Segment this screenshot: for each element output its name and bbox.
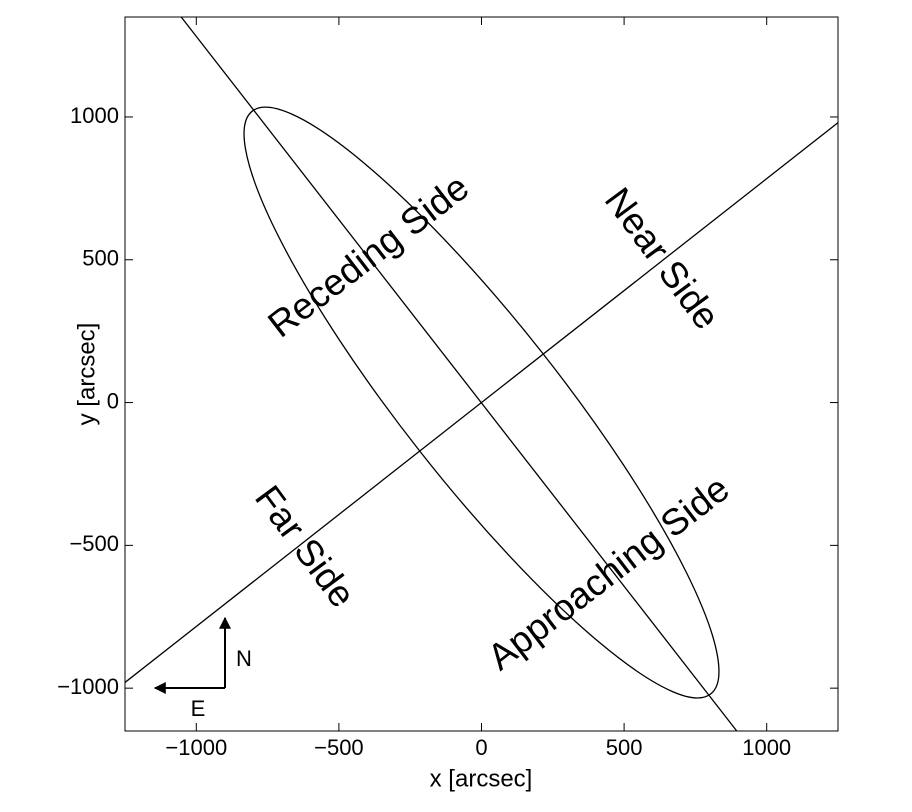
x-tick-label: 500 [606, 735, 643, 760]
annotation: Far Side [247, 478, 363, 615]
y-tick-label: 500 [82, 246, 119, 271]
plot-frame [124, 16, 839, 732]
disk-ellipse [243, 106, 720, 699]
x-axis-label: x [arcsec] [430, 765, 533, 792]
y-tick-label: 0 [107, 388, 119, 413]
y-tick-label: 1000 [70, 103, 119, 128]
compass: N E [153, 616, 252, 721]
annotation: Near Side [597, 180, 728, 337]
y-tick-label: −1000 [57, 674, 119, 699]
north-label: N [236, 646, 252, 671]
x-tick-label: −1000 [165, 735, 227, 760]
x-tick-label: −500 [314, 735, 364, 760]
axis-line [180, 16, 738, 732]
annotation: Approaching Side [480, 468, 737, 678]
y-tick-label: −500 [69, 531, 119, 556]
annotation: Receding Side [260, 166, 476, 345]
x-tick-label: 0 [475, 735, 487, 760]
axis-line [124, 122, 839, 683]
x-tick-label: 1000 [742, 735, 791, 760]
east-label: E [191, 696, 206, 721]
y-axis-label: y [arcsec] [73, 323, 100, 426]
